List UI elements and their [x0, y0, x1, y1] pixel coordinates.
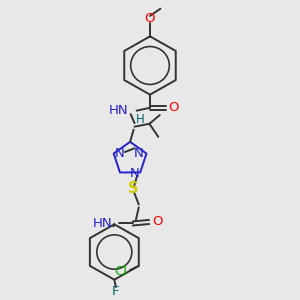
- Text: Cl: Cl: [115, 265, 128, 278]
- Text: N: N: [115, 147, 124, 160]
- Text: F: F: [112, 285, 120, 298]
- Text: O: O: [152, 215, 163, 229]
- Text: H: H: [136, 113, 145, 126]
- Text: N: N: [129, 167, 139, 180]
- Text: O: O: [145, 12, 155, 26]
- Text: S: S: [128, 181, 138, 196]
- Text: HN: HN: [109, 104, 128, 117]
- Text: N: N: [134, 147, 144, 160]
- Text: HN: HN: [92, 217, 112, 230]
- Text: O: O: [168, 101, 178, 114]
